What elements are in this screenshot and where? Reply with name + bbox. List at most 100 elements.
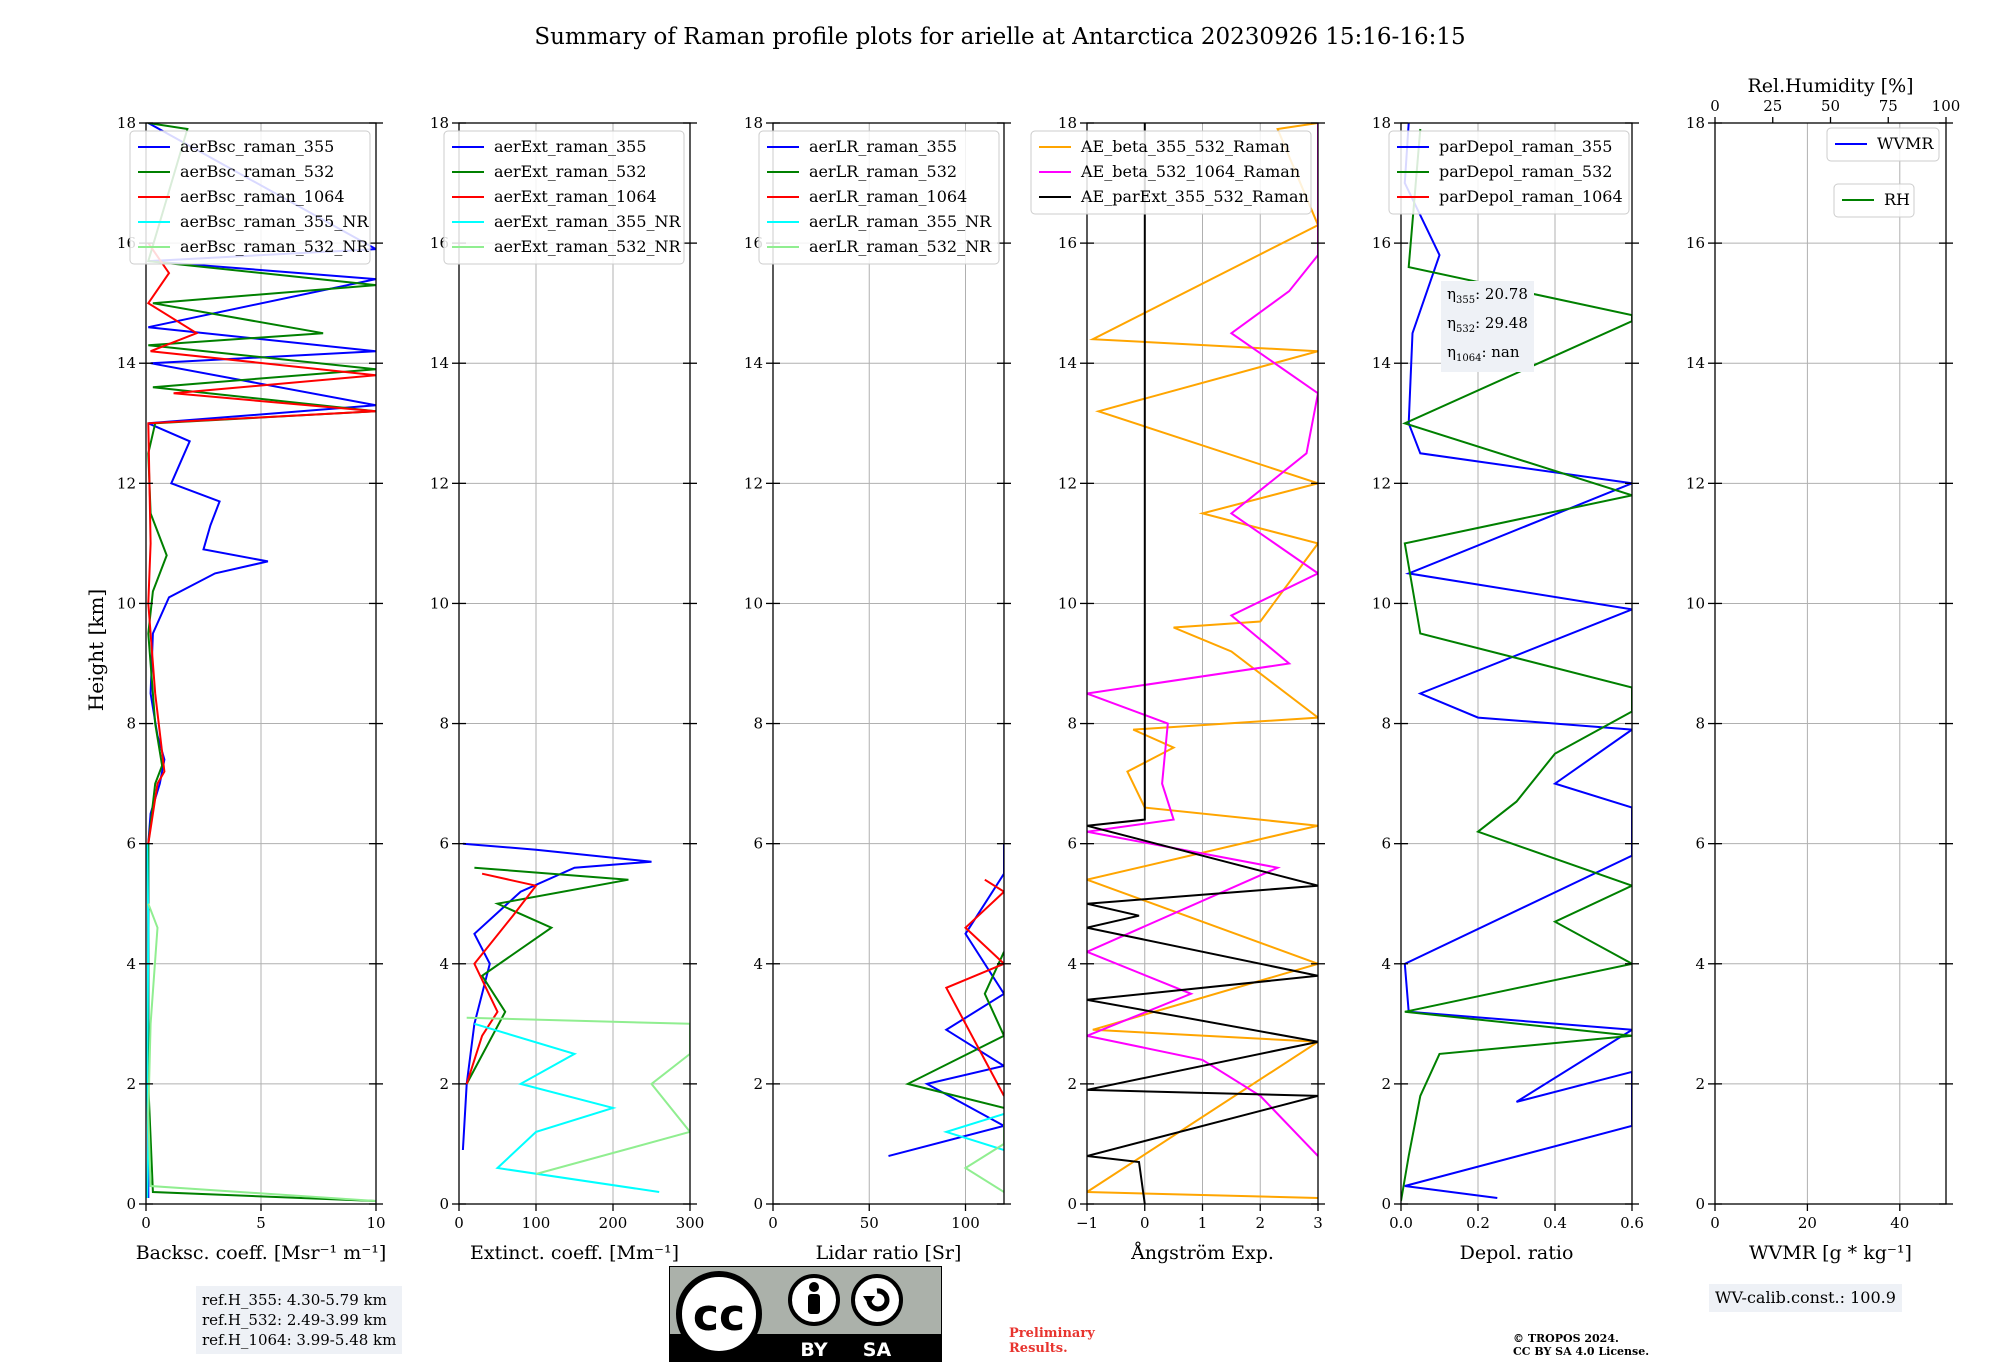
legend-item-label: AE_beta_355_532_Raman [1080, 137, 1290, 156]
legend-item-label: aerExt_raman_355_NR [494, 212, 682, 231]
x-tick-label: 40 [1890, 1214, 1909, 1232]
series-aerBsc_raman_532 [147, 123, 376, 1202]
x-axis-label: Lidar ratio [Sr] [816, 1242, 962, 1264]
x-axis-label: WVMR [g * kg⁻¹] [1749, 1242, 1912, 1264]
x-tick-label: 0 [1140, 1214, 1150, 1232]
y-tick-label: 18 [1058, 114, 1077, 132]
y-tick-label: 16 [1372, 234, 1391, 252]
legend-item-label: aerLR_raman_355_NR [809, 212, 992, 231]
x-tick-label: 0.0 [1389, 1214, 1413, 1232]
x2-axis-label: Rel.Humidity [%] [1747, 75, 1913, 97]
y-tick-label: 6 [1067, 835, 1077, 853]
legend-item-label: parDepol_raman_355 [1439, 137, 1612, 156]
by-label: BY [800, 1339, 827, 1361]
copyright-line-1: © TROPOS 2024. [1513, 1332, 1619, 1345]
y-tick-label: 8 [1067, 715, 1077, 733]
series-AE_beta_532_1064_Raman [1087, 123, 1318, 1157]
y-tick-label: 6 [126, 835, 136, 853]
y-tick-label: 12 [744, 474, 763, 492]
y-tick-label: 6 [1381, 835, 1391, 853]
legend-item-label: aerExt_raman_355 [494, 137, 647, 156]
legend-item-label: WVMR [1877, 134, 1934, 153]
y-tick-label: 4 [1067, 955, 1077, 973]
y-tick-label: 2 [1067, 1075, 1077, 1093]
y-tick-label: 14 [430, 354, 449, 372]
legend-item-label: aerBsc_raman_532 [180, 162, 334, 181]
y-tick-label: 12 [430, 474, 449, 492]
legend-item-label: aerExt_raman_1064 [494, 187, 657, 206]
y-tick-label: 14 [744, 354, 763, 372]
series-AE_parExt_355_532_Raman [1087, 123, 1318, 1204]
x-tick-label: 200 [599, 1214, 628, 1232]
y-tick-label: 10 [430, 594, 449, 612]
legend: AE_beta_355_532_Raman AE_beta_532_1064_Ra… [1030, 130, 1312, 215]
cc-by-sa-logo: cc BY SA [669, 1266, 942, 1362]
eta-355: η355: 20.78 [1447, 285, 1528, 306]
x-axis-label: Ångström Exp. [1130, 1242, 1274, 1264]
y-tick-label: 0 [1381, 1195, 1391, 1213]
series-aerLR_raman_355_NR [942, 1112, 1004, 1151]
legend-item-label: aerBsc_raman_532_NR [180, 237, 369, 256]
y-tick-label: 12 [117, 474, 136, 492]
legend-item-label: aerExt_raman_532_NR [494, 237, 682, 256]
y-tick-label: 18 [1686, 114, 1705, 132]
preliminary-note: Preliminary Results. [1009, 1326, 1095, 1356]
panel-5: 0 2 4 6 8 10 12 14 16 18 0.0 0.2 0.4 0.6 Depol. ratio p… [1372, 114, 1644, 1264]
legend-item-label: aerBsc_raman_1064 [180, 187, 345, 206]
series-aerBsc_raman_532_NR [147, 903, 376, 1202]
eta-1064: η1064: nan [1447, 343, 1520, 364]
y-tick-label: 14 [1372, 354, 1391, 372]
y-tick-label: 8 [753, 715, 763, 733]
y-tick-label: 4 [1695, 955, 1705, 973]
x-tick-label: 0.2 [1466, 1214, 1490, 1232]
legend: aerLR_raman_355 aerLR_raman_532 aerLR_rama… [758, 130, 1000, 265]
legend: parDepol_raman_355 parDepol_raman_532 parD… [1388, 130, 1630, 215]
y-axis-label: Height [km] [84, 589, 108, 711]
series-aerExt_raman_355 [461, 842, 652, 1151]
axes-frame [1400, 122, 1633, 1205]
y-tick-label: 16 [1686, 234, 1705, 252]
sa-label: SA [863, 1339, 892, 1361]
series-aerLR_raman_532 [904, 951, 1004, 1109]
y-tick-label: 4 [439, 955, 449, 973]
x-tick-label: 2 [1255, 1214, 1265, 1232]
legend-item-label: aerLR_raman_532 [809, 162, 957, 181]
series-aerBsc_raman_355_NR [146, 843, 150, 1199]
y-tick-label: 18 [1372, 114, 1391, 132]
y-tick-label: 4 [1381, 955, 1391, 973]
y-tick-label: 10 [1058, 594, 1077, 612]
legend-item-label: AE_parExt_355_532_Raman [1080, 187, 1309, 206]
legend: WVMR [1826, 127, 1940, 162]
y-tick-label: 4 [126, 955, 136, 973]
legend-item-label: AE_beta_532_1064_Raman [1080, 162, 1300, 181]
y-tick-label: 12 [1372, 474, 1391, 492]
x-tick-label: 0 [454, 1214, 464, 1232]
legend: aerExt_raman_355 aerExt_raman_532 aerExt_r… [443, 130, 685, 265]
axes-frame [458, 122, 691, 1205]
x2-tick-label: 50 [1821, 97, 1840, 115]
series-aerExt_raman_532 [465, 866, 629, 1085]
ref-height-532: ref.H_532: 2.49-3.99 km [202, 1311, 387, 1329]
legend-item-label: parDepol_raman_1064 [1439, 187, 1623, 206]
x-axis-label: Extinct. coeff. [Mm⁻¹] [470, 1242, 679, 1264]
y-tick-label: 8 [126, 715, 136, 733]
copyright-line-2: CC BY SA 4.0 License. [1513, 1345, 1650, 1358]
x-tick-label: 0 [1710, 1214, 1720, 1232]
series-aerBsc_raman_1064 [146, 242, 376, 844]
y-tick-label: 10 [117, 594, 136, 612]
axes-frame [1714, 122, 1947, 1205]
legend-item-label: aerLR_raman_532_NR [809, 237, 992, 256]
eta-annotation: η355: 20.78 η532: 29.48 η1064: nan [1441, 281, 1534, 372]
series-aerLR_raman_355 [888, 843, 1004, 1157]
legend-item-label: aerBsc_raman_355 [180, 137, 334, 156]
y-tick-label: 14 [1686, 354, 1705, 372]
x-tick-label: 1 [1198, 1214, 1208, 1232]
y-tick-label: 14 [1058, 354, 1077, 372]
y-tick-label: 4 [753, 955, 763, 973]
y-tick-label: 0 [1695, 1195, 1705, 1213]
legend-item-label: parDepol_raman_532 [1439, 162, 1612, 181]
y-tick-label: 6 [1695, 835, 1705, 853]
